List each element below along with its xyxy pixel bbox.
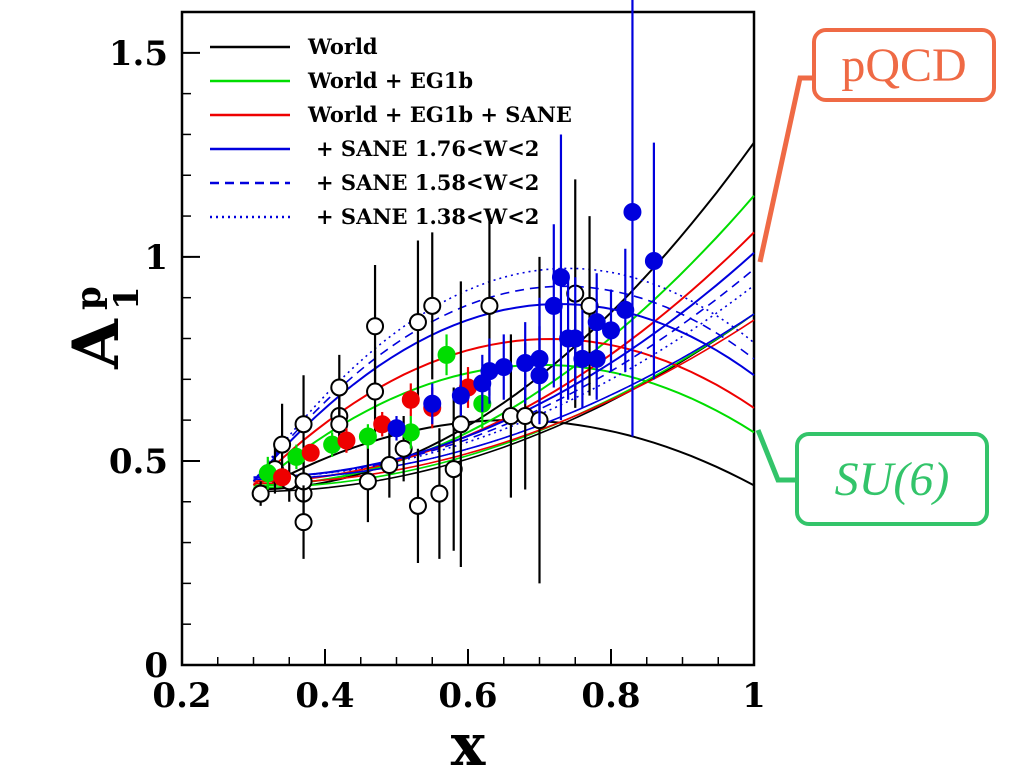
band-upper bbox=[253, 142, 755, 491]
data-point bbox=[330, 415, 349, 434]
data-point bbox=[366, 317, 385, 336]
data-point bbox=[602, 321, 620, 340]
data-point bbox=[301, 443, 320, 462]
data-point bbox=[273, 468, 292, 487]
data-point bbox=[587, 349, 606, 368]
data-point bbox=[330, 378, 349, 397]
legend-label: World bbox=[307, 34, 378, 59]
band-lower bbox=[252, 267, 755, 482]
data-point bbox=[294, 513, 313, 532]
axis-ticks: 0.2 0.4 0.6 0.8 1 0 0.5 1 1.5 bbox=[109, 11, 766, 716]
pqcd-label: pQCD bbox=[841, 38, 967, 92]
data-point bbox=[273, 435, 292, 454]
x-tick-label: 0.2 bbox=[152, 676, 211, 716]
svg-text:1: 1 bbox=[107, 286, 147, 310]
y-tick-label: 1 bbox=[144, 238, 168, 278]
su6-label-prefix: SU( bbox=[834, 452, 910, 506]
data-point bbox=[494, 358, 513, 377]
y-tick-label: 1.5 bbox=[109, 34, 168, 74]
data-point bbox=[530, 366, 549, 385]
data-point bbox=[451, 415, 470, 434]
svg-text:p: p bbox=[69, 286, 109, 310]
data-point bbox=[401, 390, 420, 409]
x-tick-label: 1 bbox=[742, 676, 766, 716]
data-point bbox=[430, 484, 449, 503]
data-point bbox=[644, 251, 663, 270]
data-point bbox=[480, 296, 499, 315]
legend-label: World + EG1b + SANE bbox=[307, 102, 572, 127]
data-point bbox=[251, 484, 270, 503]
band-center bbox=[253, 313, 755, 493]
data-points bbox=[251, 0, 663, 584]
legend-label: + SANE 1.76<W<2 bbox=[316, 136, 539, 161]
su6-connector bbox=[755, 429, 797, 483]
data-point bbox=[616, 300, 635, 319]
data-point bbox=[544, 296, 563, 315]
band-center bbox=[253, 313, 755, 489]
legend-label: + SANE 1.58<W<2 bbox=[316, 170, 539, 195]
y-tick-label: 0.5 bbox=[109, 442, 168, 482]
x-tick-label: 0.8 bbox=[581, 676, 640, 716]
x-tick-label: 0.6 bbox=[438, 676, 497, 716]
legend-label: + SANE 1.38<W<2 bbox=[316, 204, 539, 229]
data-point bbox=[623, 202, 642, 221]
y-axis-title: A p 1 bbox=[59, 286, 147, 370]
band-lower bbox=[252, 303, 755, 482]
pqcd-connector bbox=[757, 75, 814, 263]
band-upper bbox=[253, 268, 755, 479]
y-axis-title-sup: p bbox=[69, 286, 109, 310]
y-axis-title-sub: 1 bbox=[107, 286, 147, 310]
su6-callout: SU(6) bbox=[795, 432, 989, 526]
data-point bbox=[387, 419, 406, 438]
data-point bbox=[423, 296, 442, 315]
svg-text:A: A bbox=[59, 318, 134, 370]
band-center bbox=[253, 313, 755, 480]
legend: World World + EG1b World + EG1b + SANE + SA… bbox=[210, 34, 572, 229]
data-point bbox=[337, 431, 356, 450]
data-point bbox=[580, 296, 599, 315]
x-axis-title: x bbox=[451, 711, 486, 771]
data-point bbox=[358, 427, 377, 446]
data-point bbox=[423, 394, 442, 413]
x-tick-label: 0.4 bbox=[295, 676, 354, 716]
legend-label: World + EG1b bbox=[307, 68, 473, 93]
data-point bbox=[408, 496, 427, 515]
data-point bbox=[444, 460, 463, 479]
data-point bbox=[366, 382, 385, 401]
data-point bbox=[408, 313, 427, 332]
su6-label-suffix: ) bbox=[933, 452, 950, 506]
data-point bbox=[437, 345, 456, 364]
data-point bbox=[451, 386, 470, 405]
data-point bbox=[566, 329, 585, 348]
data-point bbox=[358, 472, 377, 491]
y-axis-title-main: A bbox=[59, 318, 134, 370]
data-point bbox=[551, 268, 570, 287]
y-tick-label: 0 bbox=[144, 646, 168, 686]
data-point bbox=[394, 439, 413, 458]
pqcd-callout: pQCD bbox=[812, 28, 996, 102]
data-point bbox=[294, 415, 313, 434]
band-center bbox=[253, 319, 755, 485]
su6-label-number: 6 bbox=[909, 452, 934, 506]
data-point bbox=[380, 456, 399, 475]
